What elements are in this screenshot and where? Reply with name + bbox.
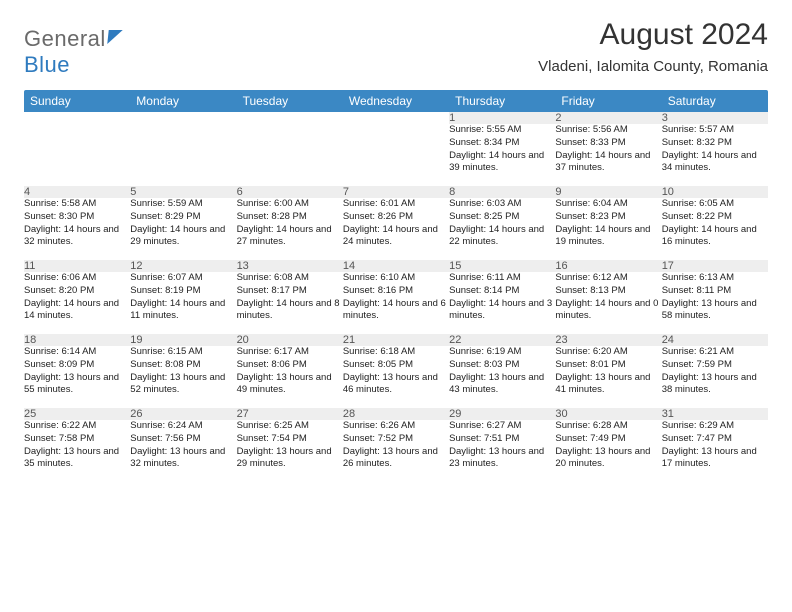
day-body-cell	[237, 124, 343, 186]
month-title: August 2024	[538, 18, 768, 52]
weekday-header: Monday	[130, 90, 236, 112]
day-body-cell: Sunrise: 6:11 AMSunset: 8:14 PMDaylight:…	[449, 272, 555, 334]
calendar-page: General Blue August 2024 Vladeni, Ialomi…	[0, 0, 792, 492]
day-number-row: 11121314151617	[24, 260, 768, 272]
day-number-cell: 14	[343, 260, 449, 272]
day-body-cell: Sunrise: 6:18 AMSunset: 8:05 PMDaylight:…	[343, 346, 449, 408]
location-text: Vladeni, Ialomita County, Romania	[538, 58, 768, 75]
weekday-header: Friday	[555, 90, 661, 112]
day-number-cell: 24	[662, 334, 768, 346]
weekday-header: Saturday	[662, 90, 768, 112]
day-number-cell	[130, 112, 236, 124]
day-body-cell	[24, 124, 130, 186]
day-number-cell: 1	[449, 112, 555, 124]
day-body-cell: Sunrise: 6:01 AMSunset: 8:26 PMDaylight:…	[343, 198, 449, 260]
day-number-cell: 30	[555, 408, 661, 420]
weekday-header: Sunday	[24, 90, 130, 112]
weekday-header: Tuesday	[237, 90, 343, 112]
day-body-cell: Sunrise: 6:25 AMSunset: 7:54 PMDaylight:…	[237, 420, 343, 482]
day-number-cell: 27	[237, 408, 343, 420]
day-number-cell: 29	[449, 408, 555, 420]
day-body-cell: Sunrise: 5:59 AMSunset: 8:29 PMDaylight:…	[130, 198, 236, 260]
day-body-cell: Sunrise: 6:10 AMSunset: 8:16 PMDaylight:…	[343, 272, 449, 334]
day-number-cell: 28	[343, 408, 449, 420]
day-number-cell: 5	[130, 186, 236, 198]
day-body-cell: Sunrise: 6:03 AMSunset: 8:25 PMDaylight:…	[449, 198, 555, 260]
day-body-row: Sunrise: 6:14 AMSunset: 8:09 PMDaylight:…	[24, 346, 768, 408]
day-number-cell: 3	[662, 112, 768, 124]
weekday-header: Thursday	[449, 90, 555, 112]
day-number-cell: 22	[449, 334, 555, 346]
day-body-cell: Sunrise: 6:06 AMSunset: 8:20 PMDaylight:…	[24, 272, 130, 334]
day-body-cell: Sunrise: 6:19 AMSunset: 8:03 PMDaylight:…	[449, 346, 555, 408]
day-number-cell: 4	[24, 186, 130, 198]
calendar-head: SundayMondayTuesdayWednesdayThursdayFrid…	[24, 90, 768, 112]
day-number-row: 123	[24, 112, 768, 124]
brand-triangle-icon	[107, 30, 122, 44]
day-body-cell	[130, 124, 236, 186]
day-body-cell: Sunrise: 6:22 AMSunset: 7:58 PMDaylight:…	[24, 420, 130, 482]
day-body-cell: Sunrise: 6:24 AMSunset: 7:56 PMDaylight:…	[130, 420, 236, 482]
day-number-cell	[237, 112, 343, 124]
day-body-cell: Sunrise: 5:56 AMSunset: 8:33 PMDaylight:…	[555, 124, 661, 186]
day-number-cell: 31	[662, 408, 768, 420]
day-number-cell: 15	[449, 260, 555, 272]
day-number-row: 25262728293031	[24, 408, 768, 420]
day-number-cell	[24, 112, 130, 124]
weekday-header: Wednesday	[343, 90, 449, 112]
day-number-row: 18192021222324	[24, 334, 768, 346]
day-number-cell	[343, 112, 449, 124]
brand-logo: General Blue	[24, 18, 122, 78]
day-body-cell: Sunrise: 6:17 AMSunset: 8:06 PMDaylight:…	[237, 346, 343, 408]
day-body-cell: Sunrise: 6:28 AMSunset: 7:49 PMDaylight:…	[555, 420, 661, 482]
day-body-cell: Sunrise: 6:05 AMSunset: 8:22 PMDaylight:…	[662, 198, 768, 260]
day-body-cell: Sunrise: 6:26 AMSunset: 7:52 PMDaylight:…	[343, 420, 449, 482]
day-number-cell: 9	[555, 186, 661, 198]
day-body-cell: Sunrise: 6:08 AMSunset: 8:17 PMDaylight:…	[237, 272, 343, 334]
day-body-cell: Sunrise: 6:14 AMSunset: 8:09 PMDaylight:…	[24, 346, 130, 408]
day-number-cell: 25	[24, 408, 130, 420]
day-number-cell: 20	[237, 334, 343, 346]
day-number-cell: 7	[343, 186, 449, 198]
day-body-cell: Sunrise: 6:07 AMSunset: 8:19 PMDaylight:…	[130, 272, 236, 334]
day-body-cell	[343, 124, 449, 186]
day-number-cell: 26	[130, 408, 236, 420]
day-body-cell: Sunrise: 6:13 AMSunset: 8:11 PMDaylight:…	[662, 272, 768, 334]
day-number-row: 45678910	[24, 186, 768, 198]
day-body-row: Sunrise: 5:55 AMSunset: 8:34 PMDaylight:…	[24, 124, 768, 186]
day-body-cell: Sunrise: 5:55 AMSunset: 8:34 PMDaylight:…	[449, 124, 555, 186]
day-number-cell: 2	[555, 112, 661, 124]
day-number-cell: 8	[449, 186, 555, 198]
day-number-cell: 16	[555, 260, 661, 272]
day-body-cell: Sunrise: 6:12 AMSunset: 8:13 PMDaylight:…	[555, 272, 661, 334]
day-number-cell: 13	[237, 260, 343, 272]
day-body-cell: Sunrise: 6:04 AMSunset: 8:23 PMDaylight:…	[555, 198, 661, 260]
day-body-cell: Sunrise: 6:15 AMSunset: 8:08 PMDaylight:…	[130, 346, 236, 408]
day-body-cell: Sunrise: 5:57 AMSunset: 8:32 PMDaylight:…	[662, 124, 768, 186]
day-number-cell: 6	[237, 186, 343, 198]
day-body-cell: Sunrise: 6:21 AMSunset: 7:59 PMDaylight:…	[662, 346, 768, 408]
title-block: August 2024 Vladeni, Ialomita County, Ro…	[538, 18, 768, 75]
day-number-cell: 17	[662, 260, 768, 272]
day-number-cell: 12	[130, 260, 236, 272]
brand-part1: General	[24, 26, 106, 51]
day-body-cell: Sunrise: 6:00 AMSunset: 8:28 PMDaylight:…	[237, 198, 343, 260]
brand-part2: Blue	[24, 52, 70, 77]
day-number-cell: 23	[555, 334, 661, 346]
page-header: General Blue August 2024 Vladeni, Ialomi…	[24, 18, 768, 78]
day-number-cell: 18	[24, 334, 130, 346]
day-body-row: Sunrise: 6:22 AMSunset: 7:58 PMDaylight:…	[24, 420, 768, 482]
day-body-cell: Sunrise: 6:29 AMSunset: 7:47 PMDaylight:…	[662, 420, 768, 482]
day-body-row: Sunrise: 5:58 AMSunset: 8:30 PMDaylight:…	[24, 198, 768, 260]
day-body-cell: Sunrise: 6:27 AMSunset: 7:51 PMDaylight:…	[449, 420, 555, 482]
calendar-body: 123 Sunrise: 5:55 AMSunset: 8:34 PMDayli…	[24, 112, 768, 482]
day-number-cell: 11	[24, 260, 130, 272]
day-number-cell: 10	[662, 186, 768, 198]
day-body-cell: Sunrise: 6:20 AMSunset: 8:01 PMDaylight:…	[555, 346, 661, 408]
calendar-table: SundayMondayTuesdayWednesdayThursdayFrid…	[24, 90, 768, 482]
day-body-cell: Sunrise: 5:58 AMSunset: 8:30 PMDaylight:…	[24, 198, 130, 260]
day-number-cell: 21	[343, 334, 449, 346]
day-body-row: Sunrise: 6:06 AMSunset: 8:20 PMDaylight:…	[24, 272, 768, 334]
day-number-cell: 19	[130, 334, 236, 346]
